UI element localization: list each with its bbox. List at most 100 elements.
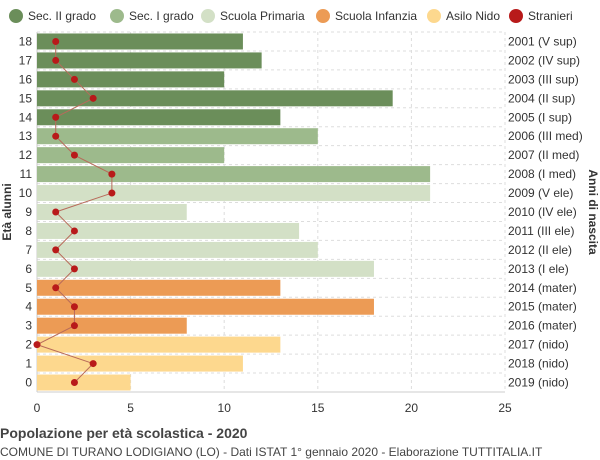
stranieri-point-age-15 <box>89 94 97 102</box>
x-tick-0: 0 <box>34 401 41 415</box>
age-label-18: 18 <box>19 34 33 48</box>
x-tick-5: 5 <box>127 401 134 415</box>
age-label-5: 5 <box>25 281 32 295</box>
age-label-16: 16 <box>19 72 33 86</box>
legend-marker-4 <box>427 9 441 23</box>
bar-age-7 <box>37 241 318 258</box>
stranieri-point-age-3 <box>70 322 78 330</box>
birth-label-14: 2005 (I sup) <box>508 110 572 124</box>
birth-label-3: 2016 (mater) <box>508 319 577 333</box>
grid <box>36 31 506 393</box>
x-tick-25: 25 <box>498 401 512 415</box>
stranieri-point-age-14 <box>52 113 60 121</box>
x-tick-15: 15 <box>311 401 325 415</box>
legend-marker-2 <box>201 9 215 23</box>
legend-marker-5 <box>509 9 523 23</box>
birth-label-9: 2010 (IV ele) <box>508 205 577 219</box>
age-label-10: 10 <box>19 186 33 200</box>
birth-label-2: 2017 (nido) <box>508 338 569 352</box>
age-label-3: 3 <box>25 319 32 333</box>
age-label-11: 11 <box>20 167 33 181</box>
stranieri-point-age-11 <box>108 170 116 178</box>
legend-label-2: Scuola Primaria <box>220 9 305 23</box>
bar-age-16 <box>37 71 225 88</box>
bar-age-13 <box>37 128 318 145</box>
age-label-6: 6 <box>25 262 32 276</box>
bar-age-4 <box>37 298 374 315</box>
x-tick-10: 10 <box>218 401 232 415</box>
stranieri-point-age-18 <box>52 37 60 45</box>
legend-label-0: Sec. II grado <box>28 9 96 23</box>
y-axis-title-left: Età alunni <box>0 183 14 240</box>
chart-title: Popolazione per età scolastica - 2020 <box>0 425 248 441</box>
stranieri-point-age-12 <box>70 151 78 159</box>
y-axis-title-right: Anni di nascita <box>586 169 600 255</box>
legend-label-5: Stranieri <box>528 9 573 23</box>
bar-age-10 <box>37 185 431 202</box>
stranieri-point-age-1 <box>89 360 97 368</box>
bar-age-18 <box>37 33 243 50</box>
age-label-0: 0 <box>25 376 32 390</box>
age-label-2: 2 <box>25 338 32 352</box>
birth-label-11: 2008 (I med) <box>508 167 576 181</box>
age-label-17: 17 <box>19 53 33 67</box>
legend-label-4: Asilo Nido <box>446 9 500 23</box>
age-label-14: 14 <box>19 110 33 124</box>
stranieri-point-age-10 <box>108 189 116 197</box>
birth-label-8: 2011 (III ele) <box>508 224 574 238</box>
age-label-4: 4 <box>25 300 32 314</box>
legend-marker-3 <box>316 9 330 23</box>
bars <box>37 33 431 391</box>
stranieri-point-age-4 <box>70 303 78 311</box>
birth-label-6: 2013 (I ele) <box>508 262 569 276</box>
stranieri-point-age-16 <box>70 75 78 83</box>
chart-subtitle: COMUNE DI TURANO LODIGIANO (LO) - Dati I… <box>0 445 543 459</box>
legend-marker-0 <box>9 9 23 23</box>
bar-age-1 <box>37 355 243 372</box>
legend-label-1: Sec. I grado <box>129 9 194 23</box>
birth-label-1: 2018 (nido) <box>508 357 569 371</box>
x-tick-labels: 0 5 10 15 20 25 <box>34 401 512 415</box>
legend-marker-1 <box>110 9 124 23</box>
bar-age-17 <box>37 52 262 69</box>
bar-age-14 <box>37 109 281 126</box>
bar-age-6 <box>37 260 374 277</box>
stranieri-point-age-17 <box>52 56 60 64</box>
stranieri-point-age-7 <box>52 246 60 254</box>
birth-label-10: 2009 (V ele) <box>508 186 573 200</box>
birth-label-15: 2004 (II sup) <box>508 91 575 105</box>
x-tick-20: 20 <box>405 401 419 415</box>
stranieri-point-age-13 <box>52 132 60 140</box>
age-label-13: 13 <box>19 129 33 143</box>
stranieri-point-age-6 <box>70 265 78 273</box>
birth-label-7: 2012 (II ele) <box>508 243 572 257</box>
bar-age-12 <box>37 147 225 164</box>
bar-age-15 <box>37 90 393 107</box>
stranieri-series <box>33 37 116 387</box>
stranieri-point-age-9 <box>52 208 60 216</box>
birth-label-5: 2014 (mater) <box>508 281 577 295</box>
birth-label-16: 2003 (III sup) <box>508 72 579 86</box>
stranieri-point-age-8 <box>70 227 78 235</box>
stranieri-point-age-0 <box>70 379 78 387</box>
birth-year-tick-labels: 2001 (V sup) 2002 (IV sup) 2003 (III sup) 2… <box>508 34 583 389</box>
age-label-15: 15 <box>19 91 33 105</box>
bar-age-0 <box>37 374 131 391</box>
birth-label-18: 2001 (V sup) <box>508 34 577 48</box>
bar-age-9 <box>37 204 187 220</box>
age-label-12: 12 <box>19 148 33 162</box>
birth-label-13: 2006 (III med) <box>508 129 583 143</box>
legend: Sec. II grado Sec. I grado Scuola Primaria… <box>9 9 573 23</box>
birth-label-17: 2002 (IV sup) <box>508 53 580 67</box>
bar-age-8 <box>37 222 300 239</box>
birth-label-12: 2007 (II med) <box>508 148 579 162</box>
bar-age-5 <box>37 279 281 296</box>
stranieri-point-age-2 <box>33 341 41 349</box>
stranieri-point-age-5 <box>52 284 60 292</box>
bar-age-11 <box>37 166 431 183</box>
age-label-8: 8 <box>25 224 32 238</box>
age-label-7: 7 <box>25 243 32 257</box>
legend-label-3: Scuola Infanzia <box>335 9 417 23</box>
